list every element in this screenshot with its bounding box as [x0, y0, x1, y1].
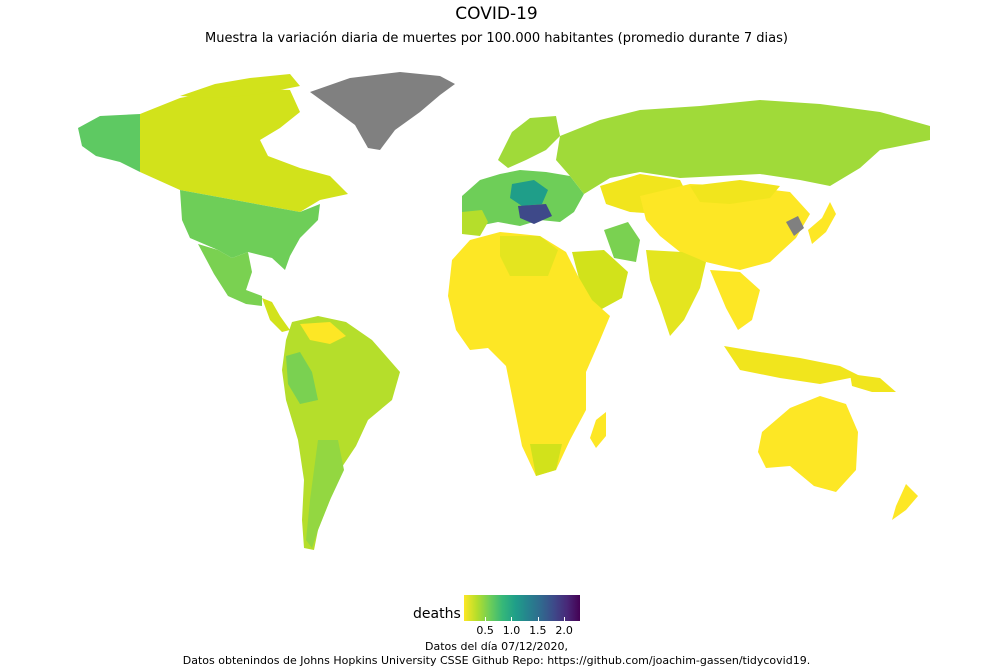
- region-new-zealand: [892, 484, 918, 520]
- map-title: COVID-19: [455, 4, 538, 24]
- region-australia: [758, 396, 858, 492]
- region-scandinavia: [498, 116, 560, 168]
- legend-tick-label: 1.0: [502, 624, 521, 637]
- legend-tick-mark: [564, 617, 566, 621]
- region-central-europe: [510, 180, 548, 206]
- region-southern-africa: [530, 444, 562, 476]
- region-greenland: [310, 72, 455, 150]
- region-mexico: [198, 244, 262, 306]
- region-madagascar: [590, 412, 606, 448]
- region-central-america: [262, 298, 290, 332]
- region-argentina: [306, 440, 344, 548]
- region-new-guinea: [850, 374, 896, 392]
- region-north-africa: [500, 236, 558, 276]
- region-japan: [808, 202, 836, 244]
- caption-source: Datos obtenindos de Johns Hopkins Univer…: [182, 654, 811, 667]
- region-south-america: [282, 316, 400, 550]
- legend-title: deaths: [413, 606, 461, 622]
- region-china: [640, 184, 810, 270]
- region-korea: [786, 216, 804, 236]
- region-canada: [140, 88, 348, 212]
- region-canada-islands: [180, 74, 300, 98]
- world-choropleth-map: [78, 72, 930, 550]
- region-iran: [604, 222, 640, 262]
- region-balkans: [518, 204, 552, 224]
- legend-colorbar: [464, 595, 580, 621]
- region-russia: [556, 100, 930, 194]
- legend-tick-label: 1.5: [529, 624, 547, 637]
- region-india: [646, 250, 706, 336]
- legend-tick-label: 2.0: [555, 624, 573, 637]
- caption-date: Datos del día 07/12/2020,: [425, 640, 568, 653]
- region-iberia: [462, 210, 488, 236]
- region-africa: [448, 232, 610, 476]
- region-peru: [286, 352, 318, 404]
- region-arabia: [572, 250, 628, 310]
- region-indonesia: [724, 346, 860, 384]
- region-usa: [180, 190, 320, 270]
- region-southeast-asia: [710, 270, 760, 330]
- legend-tick-mark: [511, 617, 513, 621]
- legend-tick-mark: [537, 617, 539, 621]
- region-mongolia: [690, 180, 780, 204]
- map-subtitle: Muestra la variación diaria de muertes p…: [205, 31, 788, 46]
- region-venezuela: [300, 322, 346, 344]
- legend-tick-mark: [485, 617, 487, 621]
- region-alaska: [78, 114, 140, 172]
- legend-tick-label: 0.5: [476, 624, 494, 637]
